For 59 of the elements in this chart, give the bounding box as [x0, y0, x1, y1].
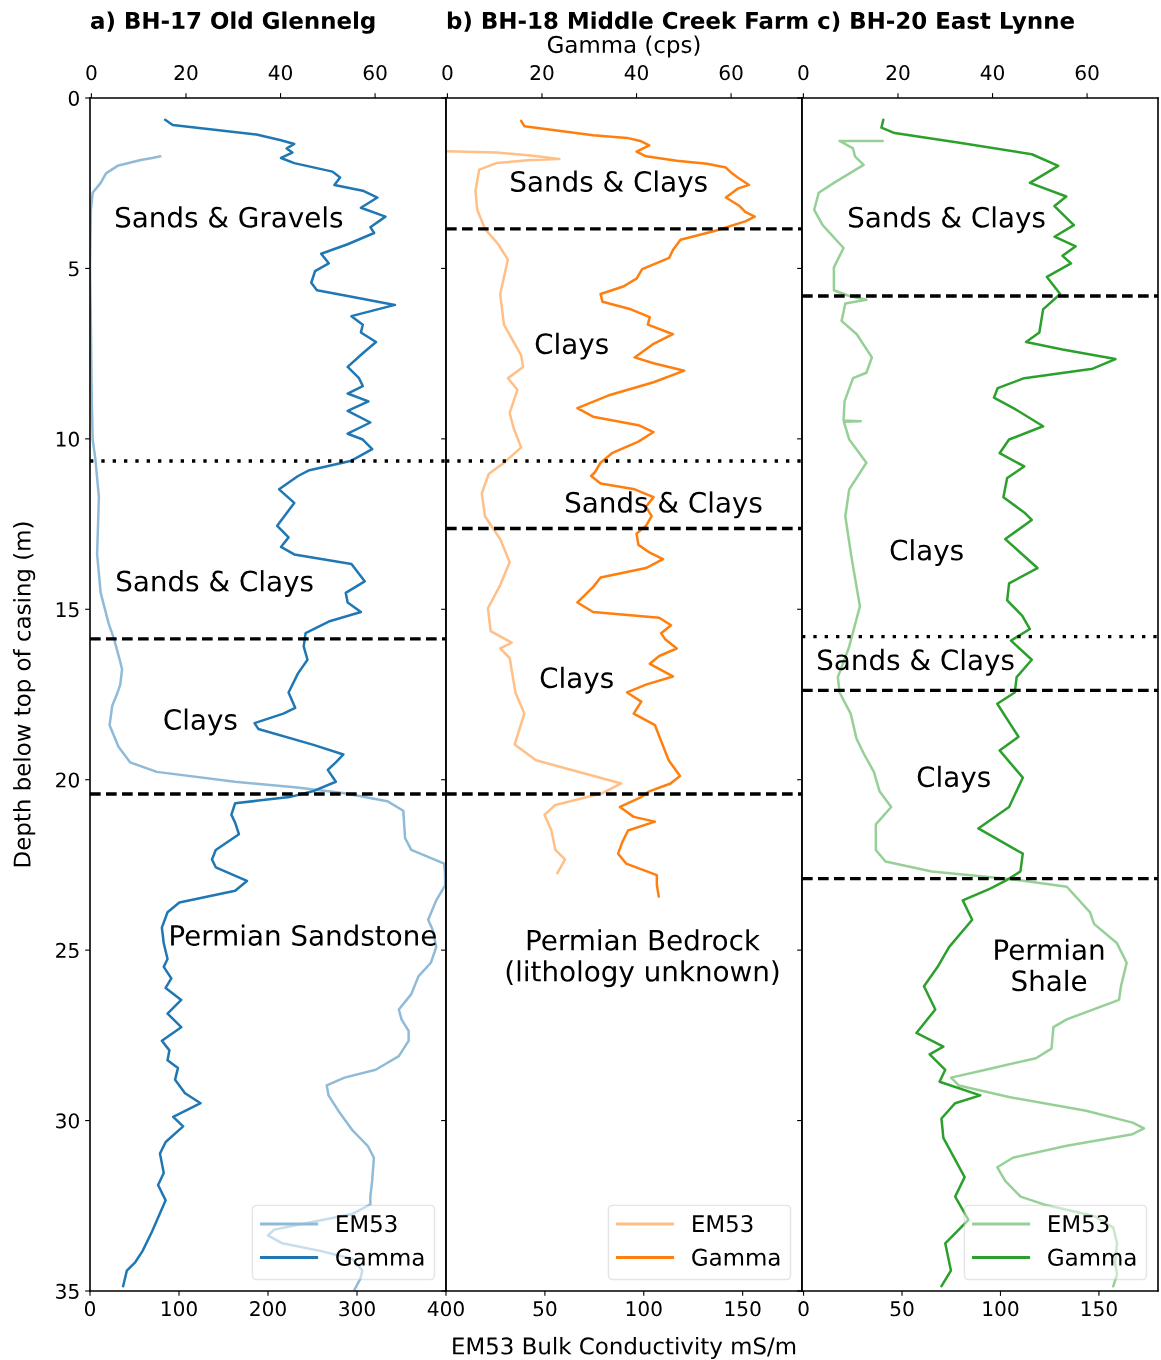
chart-title: b) BH-18 Middle Creek Farm [447, 11, 808, 32]
annotation: Clays [540, 666, 613, 694]
x2-tick-label: 20 [174, 64, 198, 81]
x-tick-label: 50 [890, 1301, 914, 1317]
x2-tick-label: 60 [719, 64, 743, 81]
y-tick-label: 30 [56, 1113, 79, 1129]
x-tick-label: 300 [339, 1301, 375, 1317]
y-tick-label: 15 [56, 602, 79, 618]
y-tick-label: 35 [56, 1283, 79, 1299]
annotation: Clays [917, 765, 990, 793]
x2-tick-label: 60 [363, 64, 387, 81]
chart-title: c) BH-20 East Lynne [818, 11, 1074, 34]
annotation: Sands & Clays [565, 491, 762, 519]
y-tick-label: 5 [69, 261, 79, 277]
x-tick-label: 100 [983, 1301, 1019, 1317]
x2-axis-title: Gamma (cps) [547, 35, 700, 58]
x-axis-title: EM53 Bulk Conductivity mS/m [453, 1336, 796, 1360]
annotation: Sands & Gravels [115, 206, 343, 228]
y-tick-label: 25 [56, 942, 79, 959]
y-tick-label: 10 [56, 431, 79, 447]
x2-tick-label: 0 [442, 64, 453, 81]
x2-tick-label: 20 [886, 64, 910, 81]
legend-label: Gamma [336, 1248, 424, 1266]
annotation: Sands & Clays [117, 570, 313, 597]
x-tick-label: 0 [84, 1301, 96, 1317]
y-tick-label: 20 [56, 772, 79, 788]
y-axis-title: Depth below top of casing (m) [13, 522, 36, 867]
chart-title: a) BH-17 Old Glennelg [90, 11, 375, 34]
annotation: Clays [890, 539, 963, 566]
annotation: Sands & Clays [818, 648, 1014, 676]
x2-tick-label: 40 [624, 64, 648, 81]
annotation: Clays [164, 708, 237, 736]
annotation: Sands & Clays [849, 206, 1045, 234]
annotation: Permian Bedrock (lithology unknown) [506, 929, 779, 988]
x-tick-label: 400 [427, 1301, 464, 1317]
legend-label: EM53 [337, 1214, 397, 1233]
x-tick-label: 100 [161, 1301, 197, 1317]
x-tick-label: 50 [533, 1301, 557, 1317]
annotation: Permian Sandstone [171, 924, 436, 946]
x2-tick-label: 20 [530, 64, 554, 81]
legend-label: Gamma [1048, 1248, 1136, 1266]
legend-label: EM53 [693, 1214, 753, 1233]
x-tick-label: 0 [798, 1301, 809, 1317]
annotation: Permian Shale [995, 938, 1104, 992]
annotation: Clays [535, 332, 608, 360]
annotation: Sands & Clays [511, 170, 707, 198]
x2-tick-label: 40 [980, 64, 1004, 81]
x2-tick-label: 60 [1075, 64, 1099, 81]
x2-tick-label: 40 [268, 64, 292, 81]
x-tick-label: 200 [250, 1301, 286, 1317]
line-series [90, 155, 446, 1291]
y-tick-label: 0 [68, 90, 79, 106]
x-tick-label: 150 [1081, 1301, 1117, 1317]
legend-label: Gamma [692, 1248, 780, 1266]
x-tick-label: 150 [725, 1301, 761, 1317]
x2-tick-label: 0 [86, 64, 97, 81]
x2-tick-label: 0 [798, 64, 809, 81]
x-tick-label: 100 [626, 1301, 662, 1317]
legend-label: EM53 [1049, 1214, 1109, 1233]
